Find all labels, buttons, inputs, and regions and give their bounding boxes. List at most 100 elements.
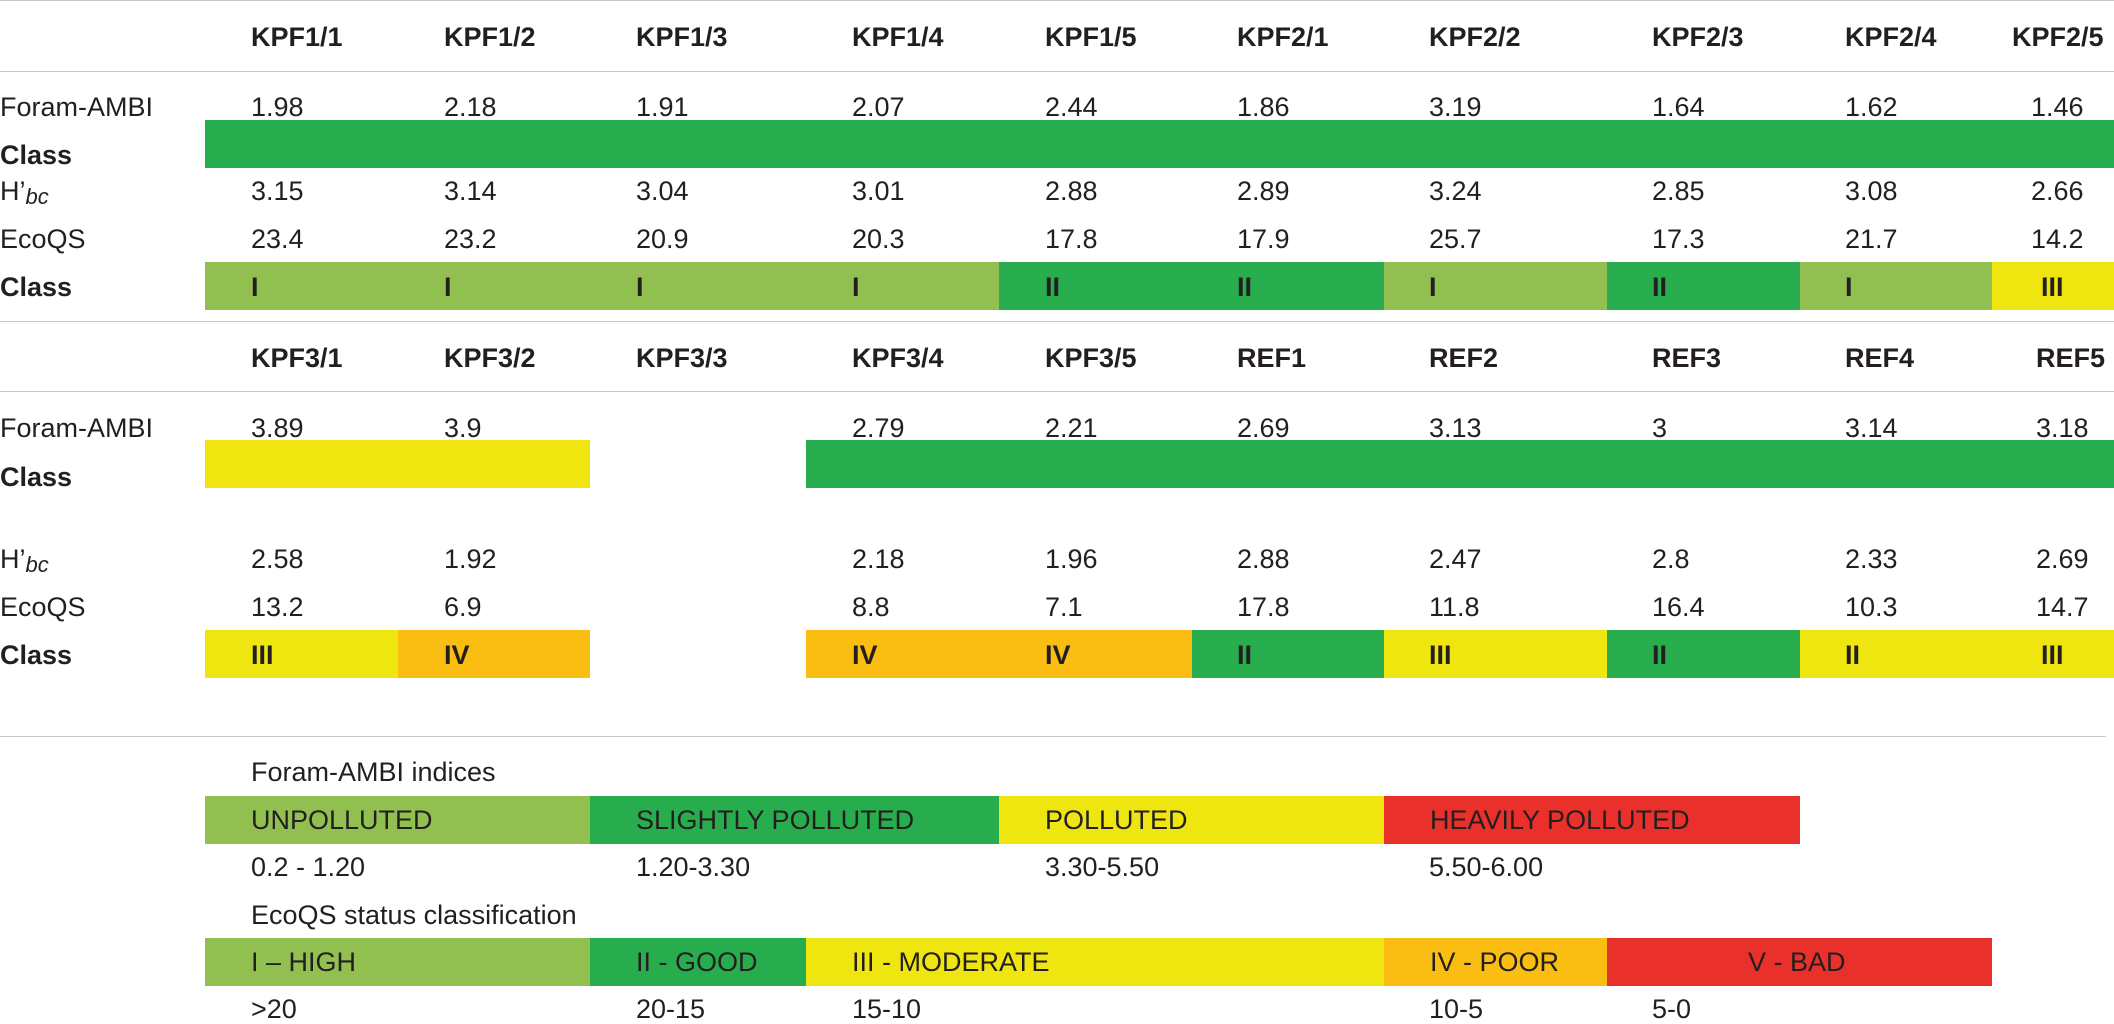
ecoqs-class: II <box>1652 640 1668 670</box>
ecoqs-class: II <box>1237 640 1253 670</box>
column-header: KPF1/1 <box>251 22 343 52</box>
foram-class-bar <box>205 120 2114 168</box>
ecoqs-class-label: Class <box>0 640 73 670</box>
hbc-value: 2.85 <box>1652 176 1705 206</box>
column-header: KPF1/5 <box>1045 22 1137 52</box>
foram-legend-cell: UNPOLLUTED <box>205 796 590 844</box>
ecoqs-class-bar <box>1607 262 1800 310</box>
hbc-label: H’bc <box>0 178 49 208</box>
hbc-value: 1.96 <box>1045 544 1098 574</box>
ecoqs-class: I <box>1845 272 1853 302</box>
hbc-value: 2.33 <box>1845 544 1898 574</box>
foram-value: 2.07 <box>852 92 905 122</box>
top-rule <box>0 0 2114 1</box>
foram-value: 3.18 <box>2036 413 2089 443</box>
foram-value: 1.86 <box>1237 92 1290 122</box>
ecoqs-class: I <box>852 272 860 302</box>
ecoqs-value: 14.2 <box>2031 224 2084 254</box>
ecoqs-label: EcoQS <box>0 224 86 254</box>
foram-legend-range: 0.2 - 1.20 <box>251 852 366 882</box>
hbc-value: 3.14 <box>444 176 497 206</box>
ecoqs-value: 23.4 <box>251 224 304 254</box>
hbc-value: 3.01 <box>852 176 905 206</box>
ecoqs-legend-range: >20 <box>251 994 297 1024</box>
foram-value: 3 <box>1652 413 1668 443</box>
foram-class-bar <box>806 440 2114 488</box>
header2-rule <box>0 391 2114 392</box>
column-header: KPF2/1 <box>1237 22 1329 52</box>
foram-value: 3.9 <box>444 413 482 443</box>
column-header: KPF2/3 <box>1652 22 1744 52</box>
hbc-label-sub: bc <box>25 184 49 209</box>
ecoqs-value: 17.8 <box>1237 592 1290 622</box>
hbc-value: 2.8 <box>1652 544 1690 574</box>
foram-value: 3.14 <box>1845 413 1898 443</box>
foram-value: 1.91 <box>636 92 689 122</box>
ecoqs-class-bar <box>1384 630 1607 678</box>
legend-rule <box>0 736 2106 737</box>
ecoqs-value: 20.3 <box>852 224 905 254</box>
ecoqs-value: 14.7 <box>2036 592 2089 622</box>
foram-value: 1.98 <box>251 92 304 122</box>
ecoqs-class: I <box>1429 272 1437 302</box>
ecoqs-label: EcoQS <box>0 592 86 622</box>
ecoqs-value: 13.2 <box>251 592 304 622</box>
ecoqs-class: II <box>1237 272 1253 302</box>
hbc-value: 2.58 <box>251 544 304 574</box>
ecoqs-class-bar <box>205 262 999 310</box>
hbc-label: H’bc <box>0 546 49 576</box>
ecoqs-value: 17.9 <box>1237 224 1290 254</box>
foram-legend-cell: POLLUTED <box>999 796 1384 844</box>
column-header: KPF2/2 <box>1429 22 1521 52</box>
ecoqs-value: 6.9 <box>444 592 482 622</box>
hbc-label-text: H’ <box>0 544 26 574</box>
ecoqs-class: IV <box>852 640 878 670</box>
ecoqs-class-bar <box>1192 630 1384 678</box>
ecoqs-class: IV <box>444 640 470 670</box>
header1-rule <box>0 71 2114 72</box>
block-separator-rule <box>0 321 2114 322</box>
ecoqs-class-label: Class <box>0 272 73 302</box>
foram-value: 2.44 <box>1045 92 1098 122</box>
foram-ambi-label: Foram-AMBI <box>0 413 154 443</box>
foram-value: 2.69 <box>1237 413 1290 443</box>
ecoqs-class: II <box>1652 272 1668 302</box>
ecoqs-legend-title: EcoQS status classification <box>251 900 577 930</box>
ecoqs-value: 25.7 <box>1429 224 1482 254</box>
foram-value: 3.89 <box>251 413 304 443</box>
ecoqs-class: I <box>636 272 644 302</box>
ecoqs-class-bar <box>806 630 1192 678</box>
ecoqs-legend-cell: II - GOOD <box>590 938 806 986</box>
ecoqs-value: 8.8 <box>852 592 890 622</box>
foram-legend-range: 5.50-6.00 <box>1429 852 1544 882</box>
column-header: KPF3/2 <box>444 343 536 373</box>
ecoqs-class-bar <box>205 630 398 678</box>
ecoqs-class: III <box>2041 640 2064 670</box>
ecoqs-class: III <box>1429 640 1452 670</box>
ecoqs-legend-cell: III - MODERATE <box>806 938 1384 986</box>
foram-ambi-label: Foram-AMBI <box>0 92 154 122</box>
ecoqs-value: 20.9 <box>636 224 689 254</box>
ecoqs-legend-cell: IV - POOR <box>1384 938 1607 986</box>
ecoqs-value: 23.2 <box>444 224 497 254</box>
hbc-label-text: H’ <box>0 176 26 206</box>
hbc-value: 1.92 <box>444 544 497 574</box>
column-header: KPF1/3 <box>636 22 728 52</box>
foram-class-bar <box>205 440 590 488</box>
foram-value: 2.79 <box>852 413 905 443</box>
ecoqs-class: II <box>1845 640 1861 670</box>
ecoqs-value: 7.1 <box>1045 592 1083 622</box>
hbc-value: 3.04 <box>636 176 689 206</box>
ecoqs-class-bar <box>999 262 1384 310</box>
column-header: KPF3/5 <box>1045 343 1137 373</box>
column-header: REF4 <box>1845 343 1915 373</box>
foram-value: 1.64 <box>1652 92 1705 122</box>
hbc-value: 2.66 <box>2031 176 2084 206</box>
ecoqs-value: 21.7 <box>1845 224 1898 254</box>
hbc-label-sub: bc <box>25 552 49 577</box>
ecoqs-class: IV <box>1045 640 1071 670</box>
foram-legend-range: 3.30-5.50 <box>1045 852 1160 882</box>
column-header: REF3 <box>1652 343 1722 373</box>
ecoqs-legend-range: 10-5 <box>1429 994 1484 1024</box>
foram-value: 1.46 <box>2031 92 2084 122</box>
